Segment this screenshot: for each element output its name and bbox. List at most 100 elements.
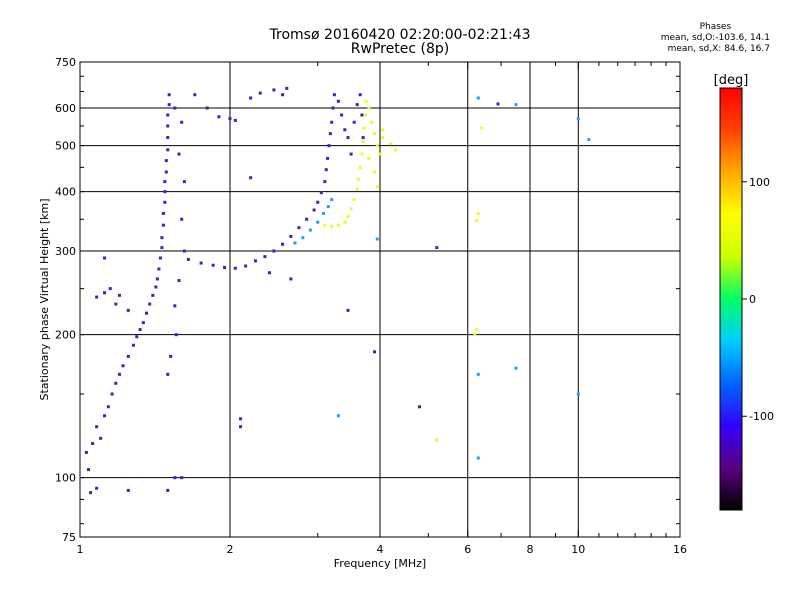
data-point xyxy=(95,295,99,299)
data-point xyxy=(166,113,170,117)
data-point xyxy=(164,159,168,163)
data-point xyxy=(173,476,177,480)
y-tick-label: 200 xyxy=(55,329,76,342)
data-point xyxy=(378,152,382,156)
data-point xyxy=(182,180,186,184)
data-point xyxy=(160,236,164,240)
data-point xyxy=(476,372,480,376)
data-point xyxy=(496,102,500,106)
data-point xyxy=(346,136,350,140)
data-point xyxy=(117,293,121,297)
data-point xyxy=(233,266,237,270)
data-point xyxy=(281,242,285,246)
data-point xyxy=(367,106,371,110)
data-point xyxy=(103,291,107,295)
data-point xyxy=(289,277,293,281)
data-point xyxy=(358,93,362,97)
phase-stats-heading: Phases xyxy=(699,22,732,32)
chart-title-line1: Tromsø 20160420 02:20:00-02:21:43 xyxy=(269,27,531,43)
data-point xyxy=(364,99,368,103)
data-point xyxy=(381,128,385,132)
data-point xyxy=(435,438,439,442)
data-point xyxy=(91,442,95,446)
data-point xyxy=(476,456,480,460)
data-point xyxy=(373,350,377,354)
data-point xyxy=(163,180,167,184)
data-point xyxy=(114,302,118,306)
data-point xyxy=(151,293,155,297)
data-point xyxy=(389,142,393,146)
data-point xyxy=(217,115,221,119)
data-point xyxy=(126,308,130,312)
data-point xyxy=(289,234,293,238)
data-point xyxy=(352,120,356,124)
data-point xyxy=(173,304,177,308)
data-point xyxy=(331,106,335,110)
data-point xyxy=(316,200,320,204)
data-point xyxy=(336,414,340,418)
data-point xyxy=(321,211,325,215)
data-point xyxy=(154,285,158,289)
data-point xyxy=(435,246,439,250)
data-point xyxy=(346,214,350,218)
data-point xyxy=(249,96,253,100)
data-point xyxy=(253,259,257,263)
data-point xyxy=(349,207,353,211)
data-point xyxy=(272,249,276,253)
x-tick-label: 2 xyxy=(227,543,234,556)
phase-stats-legend: Phases mean, sd,O:-103.6, 14.1 mean, sd,… xyxy=(661,22,770,55)
data-point xyxy=(355,103,359,107)
data-point xyxy=(330,224,334,228)
data-point xyxy=(381,136,385,140)
data-point xyxy=(135,335,139,339)
x-tick-label: 10 xyxy=(571,543,585,556)
colorbar-tick-label: 0 xyxy=(749,293,756,306)
x-axis-label: Frequency [MHz] xyxy=(334,557,426,570)
data-point xyxy=(301,236,305,240)
data-point xyxy=(332,93,336,97)
data-point xyxy=(103,256,107,260)
x-tick-label: 4 xyxy=(377,543,384,556)
y-tick-label: 400 xyxy=(55,186,76,199)
data-point xyxy=(514,366,518,370)
data-point xyxy=(164,170,168,174)
data-point xyxy=(103,414,107,418)
data-point xyxy=(180,217,184,221)
data-point xyxy=(108,287,112,291)
data-point xyxy=(326,205,330,209)
data-point xyxy=(126,488,130,492)
data-point xyxy=(355,187,359,191)
data-point xyxy=(145,311,149,315)
data-point xyxy=(336,223,340,227)
data-point xyxy=(110,392,114,396)
data-point xyxy=(356,177,360,181)
data-point xyxy=(343,220,347,224)
data-point xyxy=(141,321,145,325)
data-point xyxy=(84,450,88,454)
data-point xyxy=(114,381,118,385)
data-point xyxy=(131,343,135,347)
data-point xyxy=(211,263,215,267)
data-point xyxy=(576,392,580,396)
y-axis-label: Stationary phase Virtual Height [km] xyxy=(38,198,51,400)
data-point xyxy=(174,333,178,337)
data-point xyxy=(199,261,203,265)
data-point xyxy=(349,152,353,156)
x-tick-label: 8 xyxy=(527,543,534,556)
colorbar-scale xyxy=(719,87,743,511)
data-point xyxy=(158,256,162,260)
data-point xyxy=(576,117,580,121)
data-point xyxy=(361,136,365,140)
chart-title-line2: RwPretec (8p) xyxy=(350,41,450,57)
data-point xyxy=(173,106,177,110)
data-point xyxy=(228,117,232,121)
data-point xyxy=(86,468,90,472)
data-point xyxy=(186,257,190,261)
colorbar-tick-label: -100 xyxy=(749,410,774,423)
data-point xyxy=(362,126,366,130)
data-point xyxy=(95,425,99,429)
data-point xyxy=(324,168,328,172)
data-point xyxy=(326,156,330,160)
data-point xyxy=(233,118,237,122)
data-point xyxy=(375,185,379,189)
